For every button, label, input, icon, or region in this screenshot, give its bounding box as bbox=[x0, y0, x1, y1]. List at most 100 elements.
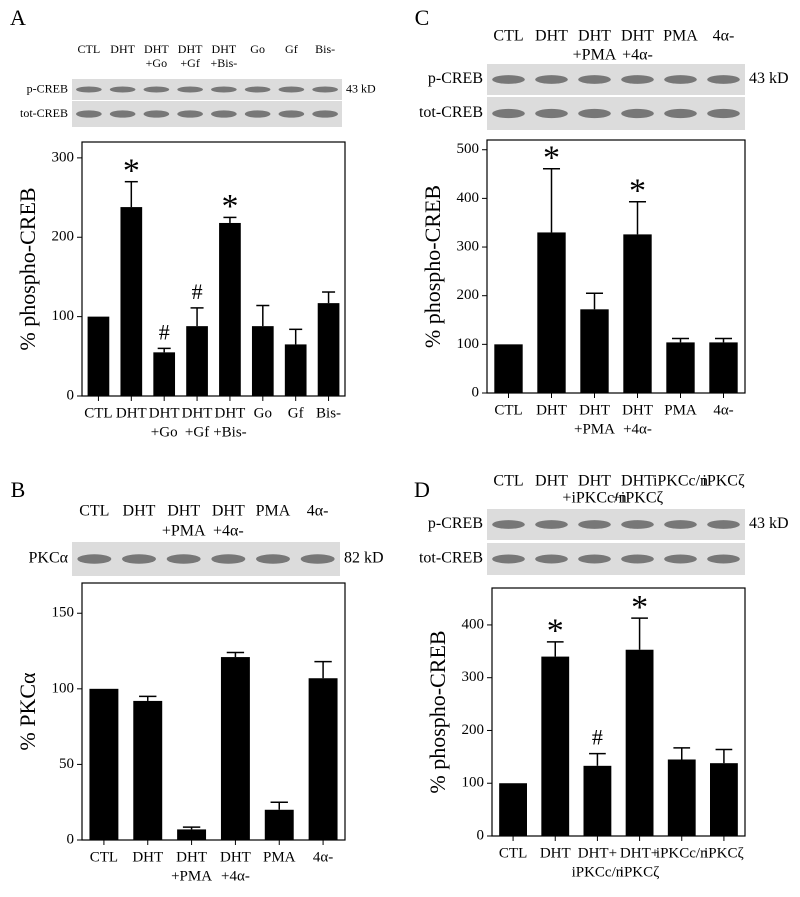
blot-size-label: 43 kD bbox=[346, 81, 376, 95]
blot-band bbox=[621, 108, 654, 119]
x-tick-label: DHT bbox=[149, 405, 180, 421]
panel-label: C bbox=[415, 5, 430, 30]
x-tick-label: +4α- bbox=[221, 868, 250, 884]
y-axis-label: % phospho-CREB bbox=[425, 630, 450, 793]
x-tick-label: DHT bbox=[536, 402, 567, 418]
lane-label: DHT bbox=[212, 42, 237, 56]
lane-label: iPKCc/n bbox=[653, 473, 708, 490]
blot-band bbox=[77, 554, 112, 564]
significance-mark: * bbox=[629, 173, 646, 210]
error-bar bbox=[182, 826, 201, 830]
panel-label: A bbox=[10, 5, 26, 30]
lane-label: +iPKCc/n bbox=[562, 490, 626, 507]
lane-label: DHT bbox=[578, 473, 611, 490]
blot-band bbox=[211, 86, 237, 93]
blot-strip bbox=[487, 97, 745, 130]
x-tick-label: iPKCζ bbox=[620, 864, 660, 880]
blot-band bbox=[621, 554, 654, 564]
x-tick-label: DHT bbox=[579, 402, 610, 418]
error-bar bbox=[628, 201, 647, 235]
blot-band bbox=[578, 520, 611, 529]
lane-label: DHT bbox=[144, 42, 169, 56]
x-tick-label: +PMA bbox=[574, 421, 615, 437]
blot-band bbox=[211, 110, 237, 118]
blot-size-label: 82 kD bbox=[344, 550, 384, 567]
y-tick-label: 50 bbox=[59, 756, 74, 772]
blot-band bbox=[535, 520, 568, 529]
blot-band bbox=[492, 554, 525, 564]
lane-label: +Bis- bbox=[210, 56, 237, 70]
y-tick-label: 400 bbox=[457, 190, 480, 206]
blot-row-label: tot-CREB bbox=[419, 104, 483, 121]
error-bar bbox=[289, 328, 303, 345]
lane-label: iPKCζ bbox=[702, 473, 745, 490]
y-axis-label: % phospho-CREB bbox=[420, 185, 445, 348]
error-bar bbox=[124, 180, 138, 208]
y-tick-label: 0 bbox=[67, 831, 75, 847]
x-tick-label: iPKCζ bbox=[704, 845, 744, 861]
plot-frame bbox=[81, 582, 346, 841]
y-tick-label: 0 bbox=[472, 384, 480, 400]
bar bbox=[666, 342, 695, 393]
bar bbox=[580, 309, 609, 393]
lane-label: CTL bbox=[78, 42, 101, 56]
x-tick-label: PMA bbox=[664, 402, 697, 418]
lane-label: DHT bbox=[621, 28, 654, 45]
error-bar bbox=[714, 337, 733, 343]
blot-band bbox=[492, 108, 525, 119]
blot-band bbox=[535, 554, 568, 564]
bar bbox=[89, 688, 119, 840]
y-tick-label: 300 bbox=[462, 669, 485, 685]
blot-band bbox=[244, 110, 271, 118]
error-bar bbox=[157, 347, 171, 353]
x-tick-label: PMA bbox=[263, 849, 296, 865]
x-tick-label: +Bis- bbox=[213, 424, 246, 440]
blot-band bbox=[177, 86, 203, 93]
bar bbox=[623, 234, 652, 393]
lane-label: +4α- bbox=[622, 47, 653, 64]
lane-label: +PMA bbox=[162, 523, 206, 540]
x-tick-label: +Gf bbox=[185, 424, 209, 440]
blot-row-label: p-CREB bbox=[428, 515, 483, 532]
x-tick-label: +PMA bbox=[171, 868, 212, 884]
error-bar bbox=[190, 307, 204, 327]
x-tick-label: DHT+ bbox=[620, 845, 659, 861]
bar bbox=[153, 352, 176, 396]
significance-mark: * bbox=[221, 188, 238, 225]
x-tick-label: Gf bbox=[288, 405, 304, 421]
blot-band bbox=[707, 520, 740, 529]
blot-row-label: p-CREB bbox=[428, 70, 483, 87]
y-tick-label: 0 bbox=[67, 387, 75, 403]
error-bar bbox=[631, 617, 648, 650]
bar bbox=[537, 232, 566, 393]
blot-band bbox=[578, 108, 611, 119]
significance-mark: * bbox=[123, 152, 140, 189]
blot-band bbox=[707, 554, 740, 564]
error-bar bbox=[139, 695, 157, 701]
bar bbox=[317, 303, 340, 396]
y-tick-label: 0 bbox=[477, 827, 485, 843]
lane-label: 4α- bbox=[307, 503, 329, 520]
plot-frame bbox=[491, 587, 746, 837]
x-tick-label: DHT bbox=[622, 402, 653, 418]
blot-strip bbox=[487, 509, 745, 540]
blot-row-label: tot-CREB bbox=[419, 550, 483, 567]
panel-label: D bbox=[414, 477, 430, 502]
lane-label: CTL bbox=[493, 473, 523, 490]
x-tick-label: DHT bbox=[132, 849, 163, 865]
y-tick-label: 200 bbox=[52, 229, 75, 245]
blot-band bbox=[578, 554, 611, 564]
blot-band bbox=[256, 554, 290, 564]
error-bar bbox=[542, 167, 561, 233]
lane-label: PMA bbox=[256, 503, 291, 520]
lane-label: DHT bbox=[535, 28, 568, 45]
y-tick-label: 300 bbox=[52, 149, 75, 165]
significance-mark: # bbox=[592, 725, 603, 750]
lane-label: Go bbox=[250, 42, 265, 56]
significance-mark: # bbox=[159, 319, 170, 344]
bar bbox=[219, 222, 241, 396]
bar bbox=[541, 656, 570, 836]
blot-row-label: tot-CREB bbox=[20, 106, 68, 120]
blot-band bbox=[244, 86, 271, 93]
